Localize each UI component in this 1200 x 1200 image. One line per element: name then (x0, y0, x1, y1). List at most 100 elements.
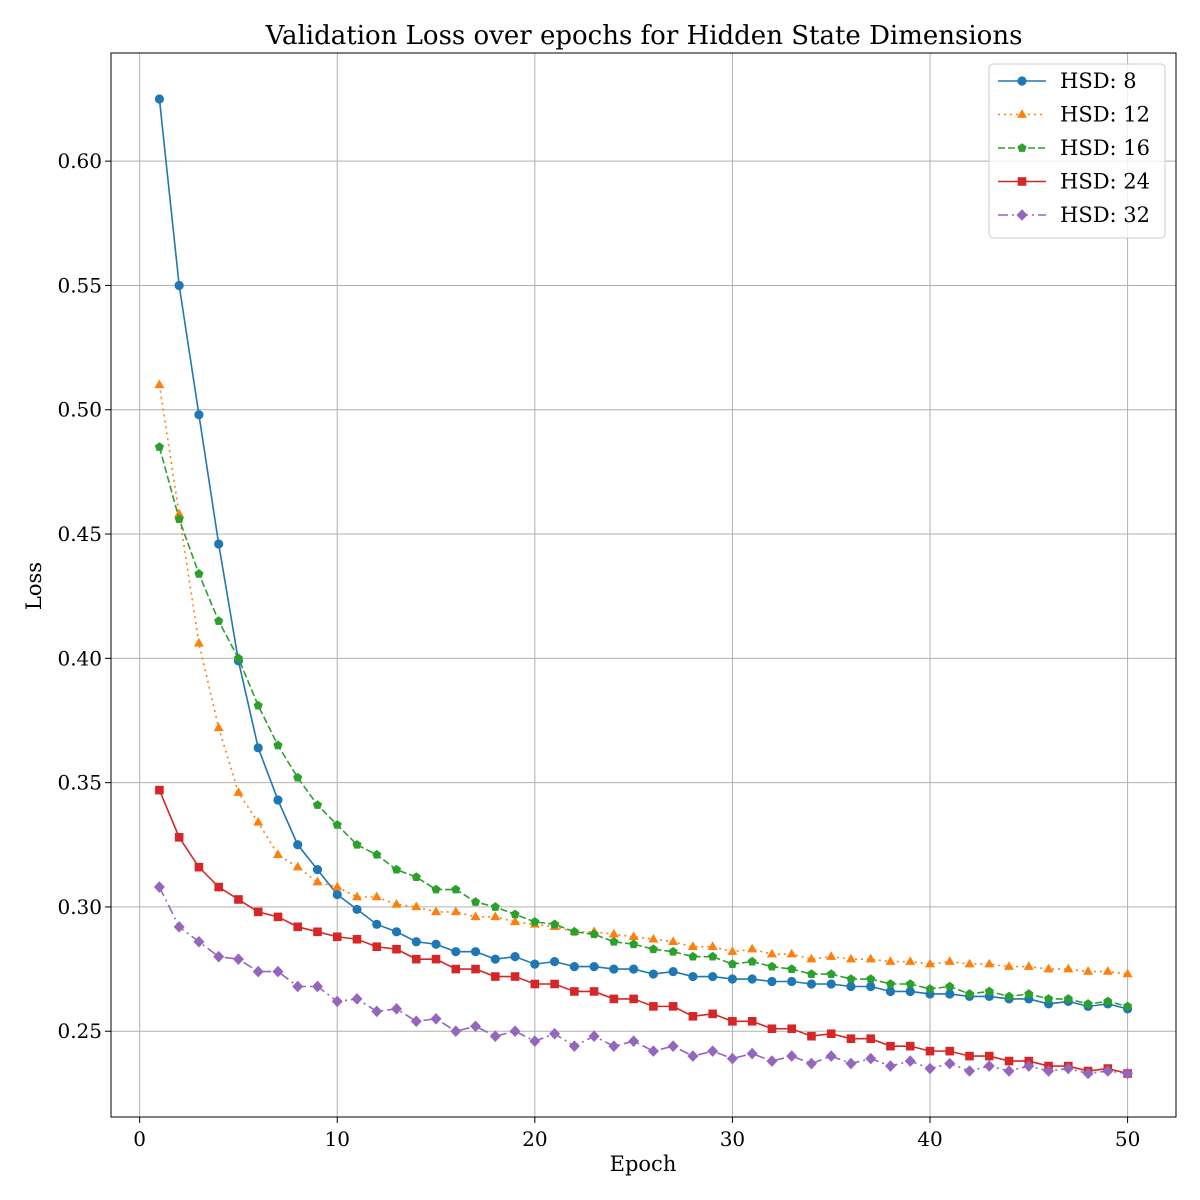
data-point (470, 1020, 482, 1033)
axis-ticks: 0 10 20 30 40 50 0.25 0.30 0.35 0.40 0.45 0.50 0.55 0… (57, 149, 1140, 1151)
data-point (193, 935, 205, 948)
data-point (332, 820, 342, 829)
data-point (312, 876, 323, 886)
data-point (194, 862, 204, 872)
data-point (392, 944, 401, 954)
data-point (668, 936, 679, 945)
data-point (1102, 966, 1113, 975)
data-point (866, 1034, 876, 1043)
data-point (608, 1040, 620, 1052)
data-point (332, 889, 342, 900)
series-1 (154, 94, 1133, 1014)
plot-frame (110, 52, 1177, 1118)
data-point (214, 616, 224, 625)
data-point (510, 972, 520, 981)
data-point (470, 947, 481, 957)
data-point (570, 987, 579, 996)
data-point (332, 881, 343, 891)
data-point (747, 974, 757, 984)
data-point (984, 1051, 994, 1061)
legend-box (988, 63, 1166, 239)
data-point (569, 926, 579, 936)
data-point (568, 1040, 580, 1052)
x-axis-label: Epoch (610, 1152, 677, 1176)
data-point (687, 1050, 699, 1062)
data-point (1082, 1067, 1094, 1080)
data-point (629, 994, 638, 1004)
data-point (490, 902, 500, 911)
data-point (293, 922, 303, 932)
legend-entry: HSD: 16 (998, 136, 1150, 160)
data-point (629, 964, 639, 974)
data-point (1043, 963, 1054, 973)
data-point (234, 895, 243, 904)
data-point (451, 947, 461, 957)
data-point (609, 994, 619, 1004)
data-point (252, 965, 264, 978)
data-point (648, 969, 658, 979)
data-point (649, 1002, 658, 1011)
data-point (431, 939, 441, 949)
data-point (983, 1060, 995, 1072)
legend-label: HSD: 32 (1060, 203, 1150, 227)
y-tick-label: 0.60 (57, 149, 102, 173)
legend-entry: HSD: 32 (998, 203, 1150, 227)
data-point (945, 981, 955, 991)
data-point (332, 932, 342, 942)
data-point (629, 939, 639, 949)
data-point (885, 956, 896, 965)
data-point (272, 965, 284, 978)
data-point (806, 969, 817, 978)
legend-label: HSD: 16 (1060, 136, 1150, 160)
series-line (158, 886, 1128, 1075)
data-point (292, 861, 303, 871)
data-point (885, 986, 896, 997)
data-point (668, 1002, 678, 1011)
data-point (707, 941, 718, 950)
y-tick-label: 0.40 (57, 646, 102, 670)
data-point (391, 864, 402, 874)
legend-entry: HSD: 8 (998, 69, 1137, 93)
data-point (510, 916, 521, 926)
series-line (158, 98, 1128, 1010)
series-3 (154, 442, 1133, 1011)
data-point (866, 981, 876, 992)
data-point (885, 979, 896, 988)
data-point (490, 954, 500, 964)
data-point (490, 911, 501, 921)
data-point (371, 1005, 383, 1018)
data-point (726, 1052, 738, 1065)
data-point (371, 891, 382, 901)
data-point (193, 638, 204, 647)
data-point (253, 700, 263, 710)
data-point (708, 951, 718, 961)
data-point (1004, 991, 1014, 1001)
data-point (489, 1030, 501, 1043)
legend-marker (1017, 143, 1027, 152)
data-point (787, 964, 797, 973)
data-point (194, 410, 204, 420)
data-point (174, 280, 184, 291)
data-point (312, 865, 323, 875)
data-point (766, 948, 777, 958)
data-point (174, 508, 185, 518)
data-point (154, 94, 165, 104)
data-point (588, 1030, 600, 1043)
data-point (312, 800, 323, 809)
data-point (767, 1024, 777, 1034)
data-point (293, 772, 303, 782)
data-point (668, 946, 678, 956)
data-point (431, 954, 441, 964)
data-point (430, 1013, 442, 1025)
data-point (253, 817, 264, 826)
data-point (647, 1045, 659, 1057)
data-point (708, 971, 718, 982)
data-point (766, 1055, 778, 1067)
data-point (826, 979, 836, 989)
data-point (964, 958, 975, 968)
y-tick-label: 0.55 (57, 273, 102, 297)
x-tick-label: 20 (522, 1127, 547, 1151)
data-point (924, 958, 936, 968)
data-point (1003, 1065, 1015, 1077)
